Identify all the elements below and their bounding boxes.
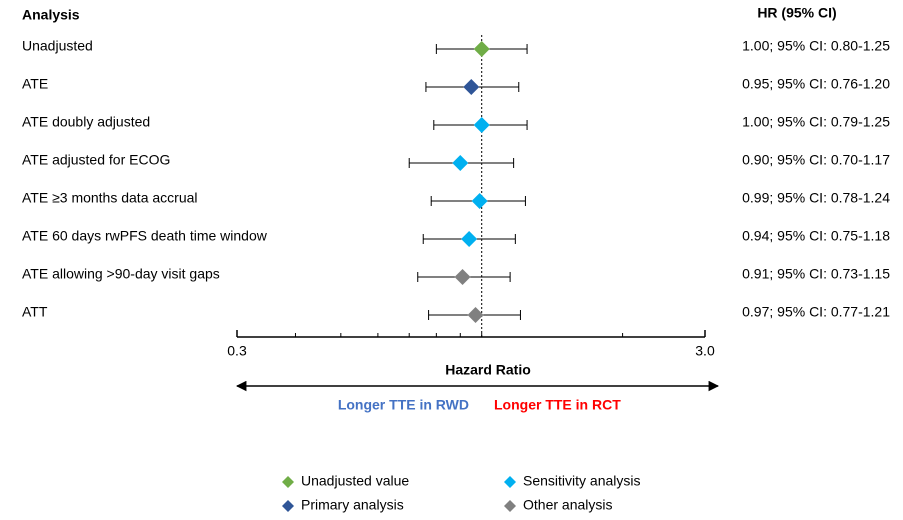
estimate-marker [467,307,484,323]
hr-label: 1.00; 95% CI: 0.79-1.25 [742,114,890,130]
row-label: Unadjusted [22,38,93,54]
estimate-marker [473,117,490,133]
estimate-marker [463,79,480,95]
legend-label: Other analysis [523,497,612,513]
row-label: ATE ≥3 months data accrual [22,190,198,206]
hr-label: 0.95; 95% CI: 0.76-1.20 [742,76,890,92]
legend-marker [282,500,294,512]
hr-label: 0.91; 95% CI: 0.73-1.15 [742,266,890,282]
estimate-marker [452,155,469,171]
row-label: ATT [22,304,48,320]
x-tick-label: 3.0 [695,343,715,359]
legend-marker [282,476,294,488]
hr-label: 0.90; 95% CI: 0.70-1.17 [742,152,890,168]
x-axis-title: Hazard Ratio [445,362,531,378]
estimate-marker [454,269,471,285]
hr-label: 0.99; 95% CI: 0.78-1.24 [742,190,890,206]
row-label: ATE 60 days rwPFS death time window [22,228,268,244]
hr-label: 0.94; 95% CI: 0.75-1.18 [742,228,890,244]
legend-marker [504,476,516,488]
estimate-marker [461,231,478,247]
estimate-marker [471,193,488,209]
estimate-marker [473,41,490,57]
row-label: ATE doubly adjusted [22,114,150,130]
legend-label: Sensitivity analysis [523,473,641,489]
legend-label: Unadjusted value [301,473,409,489]
x-tick-label: 0.3 [227,343,247,359]
column-header: HR (95% CI) [757,5,836,21]
hr-label: 1.00; 95% CI: 0.80-1.25 [742,38,890,54]
row-label: ATE [22,76,48,92]
direction-label: Longer TTE in RCT [494,397,621,413]
column-header: Analysis [22,7,80,23]
direction-label: Longer TTE in RWD [338,397,469,413]
row-label: ATE allowing >90-day visit gaps [22,266,220,282]
hr-label: 0.97; 95% CI: 0.77-1.21 [742,304,890,320]
legend-label: Primary analysis [301,497,404,513]
row-label: ATE adjusted for ECOG [22,152,170,168]
legend-marker [504,500,516,512]
